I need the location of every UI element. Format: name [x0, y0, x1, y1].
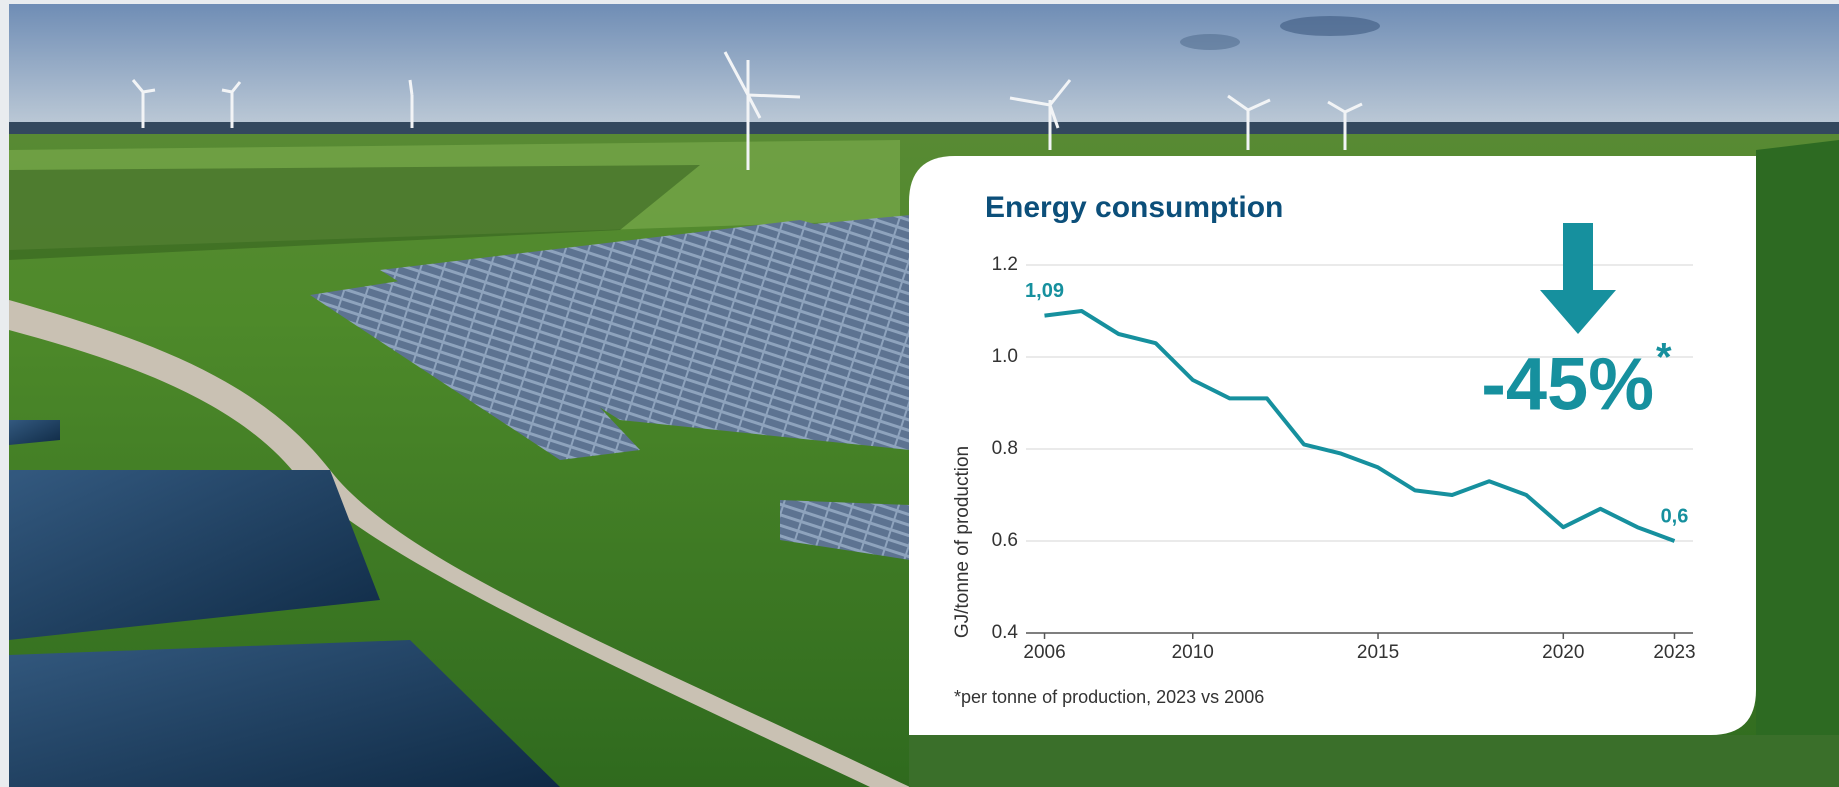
x-tick-label: 2023 — [1653, 642, 1695, 663]
y-tick-label: 1.0 — [992, 346, 1018, 367]
x-tick-label: 2015 — [1357, 642, 1399, 663]
footnote: *per tonne of production, 2023 vs 2006 — [954, 687, 1264, 707]
x-tick-label: 2006 — [1023, 642, 1065, 663]
chart-card — [909, 156, 1756, 735]
y-tick-label: 1.2 — [992, 254, 1018, 275]
data-label: 0,6 — [1661, 505, 1689, 527]
chart-title: Energy consumption — [985, 191, 1283, 224]
x-tick-label: 2010 — [1172, 642, 1214, 663]
y-tick-label: 0.8 — [992, 438, 1018, 459]
y-axis-label: GJ/tonne of production — [952, 446, 973, 638]
y-tick-label: 0.6 — [992, 530, 1018, 551]
down-arrow — [1540, 223, 1616, 334]
y-tick-label: 0.4 — [992, 622, 1019, 643]
reduction-annotation: -45% — [1481, 343, 1654, 426]
x-tick-label: 2020 — [1542, 642, 1584, 663]
plot: 0.4 0.6 0.8 1.0 1.2 2006 2010 2015 2020 2023 1,09 0… — [992, 254, 1696, 663]
data-label: 1,09 — [1025, 280, 1064, 302]
data-line — [1044, 309, 1676, 543]
annotation-asterisk: * — [1656, 336, 1672, 380]
